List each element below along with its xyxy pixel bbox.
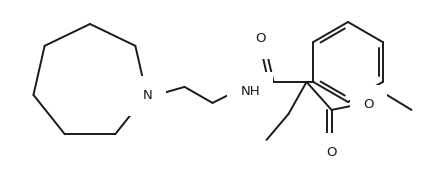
- Text: O: O: [363, 98, 374, 111]
- Text: NH: NH: [241, 85, 260, 98]
- Text: O: O: [326, 146, 337, 159]
- Text: N: N: [143, 89, 153, 102]
- Text: O: O: [255, 32, 266, 45]
